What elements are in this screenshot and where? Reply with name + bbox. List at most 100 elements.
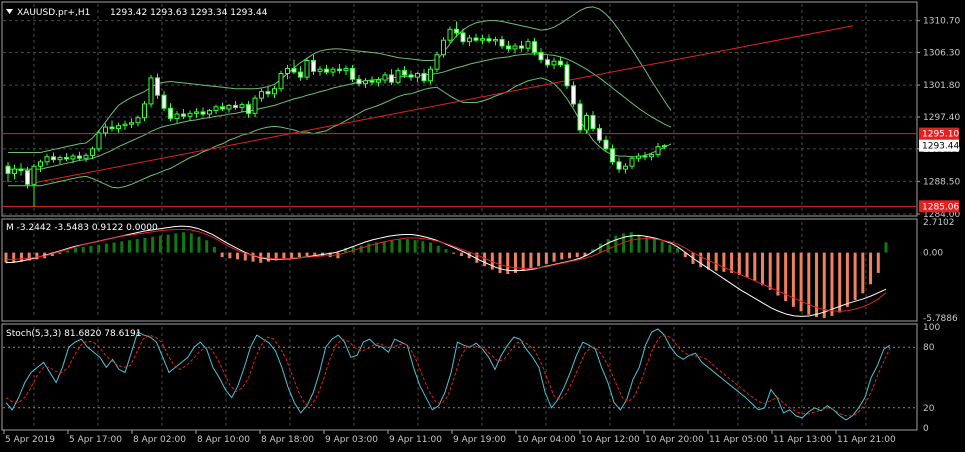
candle-body-bullish: [116, 125, 121, 130]
candle-body-bearish: [220, 106, 225, 110]
candle-body-bullish: [12, 168, 17, 174]
candle-body-bullish: [285, 67, 290, 75]
candle: [499, 35, 505, 49]
candle: [590, 111, 596, 132]
macd-histogram-bar: [151, 236, 155, 253]
candle-body-bearish: [324, 68, 329, 73]
candle-body-bullish: [317, 68, 323, 72]
macd-histogram-bar: [351, 246, 355, 253]
macd-histogram-bar: [212, 246, 216, 253]
candle: [441, 37, 446, 58]
macd-histogram-bar: [282, 252, 286, 260]
candle-body-bearish: [610, 148, 615, 163]
macd-histogram-bar: [637, 234, 641, 253]
candle: [402, 66, 407, 78]
macd-histogram-bar: [359, 245, 363, 253]
macd-histogram-bar: [799, 252, 803, 312]
macd-histogram-bar: [513, 252, 517, 273]
candle-body-bearish: [421, 73, 427, 82]
macd-histogram-bar: [266, 252, 270, 262]
candle: [558, 56, 563, 67]
time-tick-label: 10 Apr 12:00: [581, 435, 640, 445]
candle-body-bearish: [109, 126, 115, 130]
candle: [226, 103, 232, 113]
macd-histogram-bar: [537, 252, 541, 267]
candle: [142, 101, 147, 122]
macd-histogram-bar: [753, 252, 757, 281]
macd-histogram-bar: [19, 252, 23, 262]
symbol-menu-icon[interactable]: [6, 9, 13, 14]
candle-body-bullish: [551, 60, 557, 66]
candle-body-bearish: [51, 156, 56, 161]
macd-histogram-bar: [614, 235, 618, 253]
macd-histogram-bar: [598, 243, 602, 253]
candle-body-bearish: [155, 77, 160, 96]
candle: [356, 74, 362, 87]
macd-histogram-bar: [475, 252, 479, 263]
macd-histogram-bar: [220, 252, 224, 258]
macd-histogram-bar: [182, 232, 186, 253]
resistance-price-badge: [919, 127, 959, 140]
macd-histogram-bar: [143, 237, 147, 253]
candle: [259, 88, 264, 102]
candle-body-bullish: [428, 68, 433, 82]
candle-body-bearish: [532, 41, 537, 54]
candle-body-bearish: [246, 104, 251, 114]
macd-histogram-bar: [135, 239, 139, 253]
candle-body-bearish: [603, 139, 609, 150]
candle: [382, 72, 388, 84]
resistance-price-label: 1295.10: [922, 130, 959, 140]
candle: [343, 65, 349, 75]
price-tick-label: 1288.50: [923, 177, 960, 187]
macd-histogram-bar: [452, 252, 456, 254]
candle-body-bullish: [129, 122, 134, 125]
candle: [233, 101, 238, 110]
candle-body-bullish: [662, 145, 667, 148]
macd-tick-label: 2.7102: [923, 218, 955, 228]
macd-histogram-bar: [97, 244, 101, 253]
trendline: [33, 25, 854, 184]
candle-body-bullish: [207, 109, 212, 115]
macd-histogram-bar: [869, 252, 873, 285]
candle: [64, 153, 69, 162]
macd-histogram-bar: [405, 239, 409, 253]
candle-body-bullish: [226, 104, 232, 110]
support-price-badge: [919, 200, 959, 213]
candle: [38, 159, 43, 172]
candle-body-bullish: [187, 112, 193, 117]
candle-body-bearish: [5, 165, 11, 174]
candles: [5, 21, 667, 207]
candle: [473, 33, 479, 43]
candle: [252, 95, 258, 117]
candle-body-bearish: [64, 157, 69, 160]
macd-histogram-bar: [158, 235, 162, 253]
macd-histogram-bar: [382, 241, 386, 253]
candle-body-bullish: [493, 38, 498, 42]
macd-histogram-bar: [830, 252, 834, 316]
candle-body-bullish: [623, 165, 628, 170]
candle: [577, 99, 583, 133]
macd-histogram-bar: [243, 252, 247, 261]
candle: [369, 76, 375, 86]
candle-body-bullish: [31, 165, 37, 185]
time-tick-label: 10 Apr 04:00: [517, 435, 576, 445]
macd-histogram-bar: [706, 252, 710, 270]
candle: [337, 64, 342, 74]
macd-histogram-bar: [290, 252, 294, 259]
time-tick-label: 5 Apr 2019: [5, 435, 55, 445]
candle-body-bearish: [486, 38, 492, 42]
candle-body-bullish: [259, 91, 264, 99]
current-price-label: 1293.44: [922, 142, 959, 152]
candle-body-bearish: [233, 104, 238, 109]
candle-body-bearish: [577, 103, 583, 131]
candle: [480, 35, 485, 45]
macd-histogram-bar: [413, 240, 417, 253]
macd-histogram-bar: [737, 252, 741, 276]
macd-histogram-bar: [89, 245, 93, 253]
candle: [70, 153, 76, 164]
macd-histogram-bar: [4, 252, 8, 263]
candle: [96, 130, 102, 152]
stochastic-main-line: [5, 328, 891, 421]
candle: [434, 51, 440, 73]
macd-histogram-bar: [884, 242, 888, 253]
